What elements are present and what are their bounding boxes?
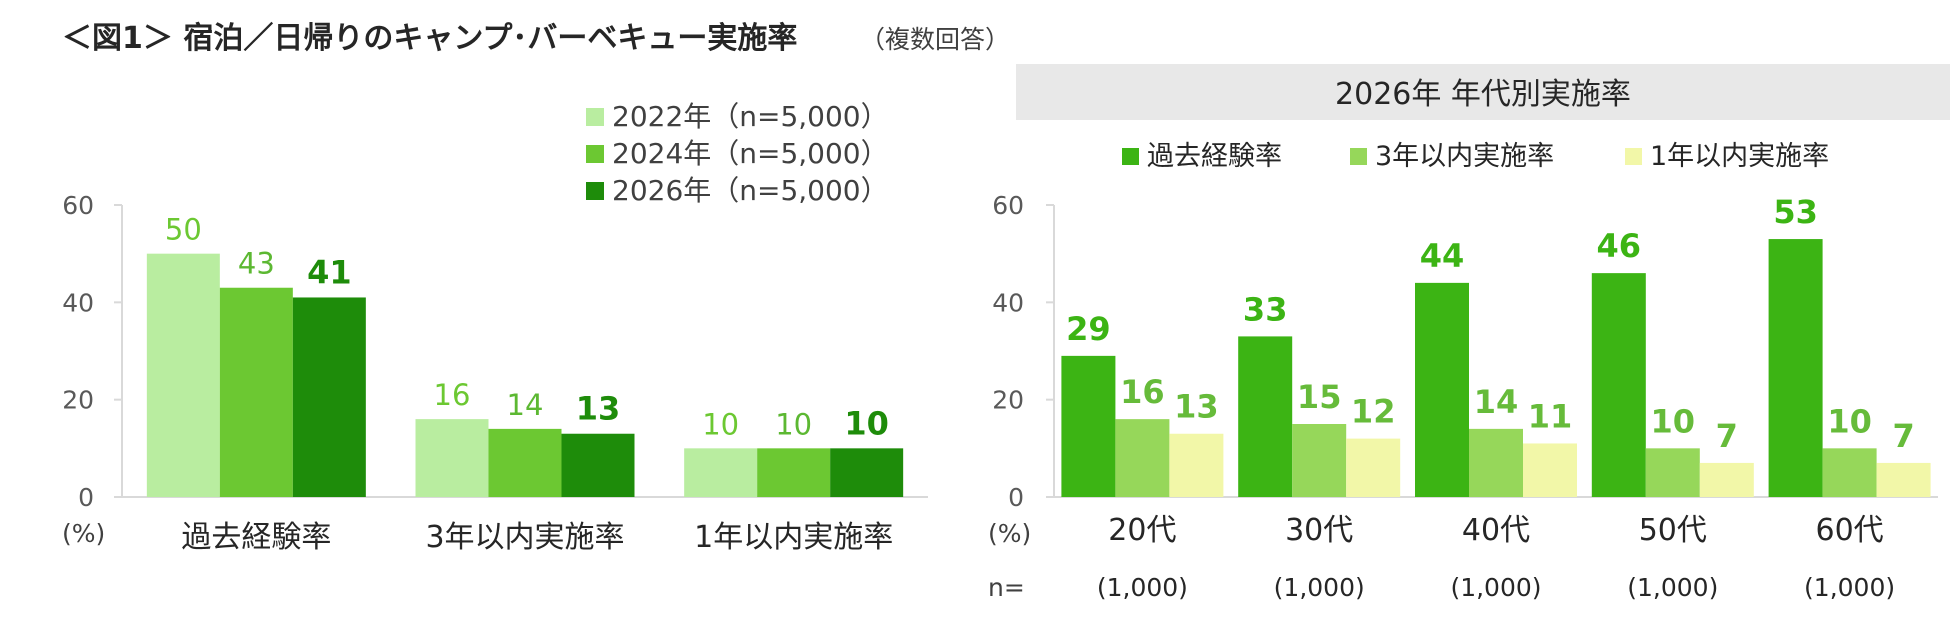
left-data-label: 43: [238, 247, 275, 281]
overall-implementation-chart: 0 20 40 60 (%) 50 43 41 過去経験率 16 14 13 3年以内実施率 10 10 10…: [62, 100, 928, 555]
figure-title-note: （複数回答）: [860, 25, 1010, 54]
right-legend-label: 過去経験率: [1147, 141, 1282, 172]
right-bar: [1523, 443, 1577, 497]
right-bar: [1591, 273, 1646, 497]
right-bar: [1061, 355, 1116, 497]
right-n-value: (1,000): [1804, 573, 1895, 602]
right-data-label: 11: [1528, 397, 1573, 435]
left-legend-label: 2022年（n=5,000）: [612, 100, 889, 133]
right-category-label: 40代: [1462, 513, 1530, 548]
left-bar: [219, 287, 293, 497]
left-y-tick-label: 40: [62, 288, 94, 317]
right-bar: [1292, 424, 1347, 497]
left-data-label: 10: [702, 407, 739, 441]
left-category-label: 1年以内実施率: [694, 520, 893, 555]
right-n-value: (1,000): [1097, 573, 1188, 602]
left-y-tick-label: 60: [62, 191, 94, 220]
figure-title: ＜図1＞ 宿泊／日帰りのキャンプ･バーベキュー実施率: [62, 21, 797, 56]
right-legend-swatch: [1625, 148, 1642, 165]
left-category-label: 過去経験率: [181, 520, 331, 555]
left-legend-swatch: [586, 145, 604, 163]
right-data-label: 13: [1174, 388, 1219, 426]
right-bar: [1238, 336, 1293, 497]
left-bar: [488, 428, 562, 497]
right-n-value: (1,000): [1627, 573, 1718, 602]
left-bar: [292, 297, 366, 497]
left-bar: [684, 448, 758, 497]
right-bar: [1469, 428, 1523, 497]
left-legend-label: 2024年（n=5,000）: [612, 137, 889, 170]
left-bar: [757, 448, 831, 497]
right-data-label: 46: [1597, 227, 1642, 265]
right-category-label: 50代: [1639, 513, 1707, 548]
right-bar: [1645, 448, 1700, 497]
right-chart-title: 2026年 年代別実施率: [1335, 77, 1631, 112]
right-data-label: 12: [1351, 393, 1396, 431]
right-legend-swatch: [1350, 148, 1367, 165]
left-category-label: 3年以内実施率: [425, 520, 624, 555]
right-data-label: 7: [1716, 417, 1738, 455]
right-y-tick-label: 0: [1008, 483, 1024, 512]
right-bar: [1699, 462, 1754, 497]
left-legend-swatch: [586, 108, 604, 126]
right-data-label: 7: [1892, 417, 1914, 455]
right-data-label: 10: [1651, 402, 1696, 440]
left-legend-swatch: [586, 182, 604, 200]
right-data-label: 15: [1297, 378, 1342, 416]
right-n-label: n=: [988, 573, 1025, 602]
left-data-label: 10: [775, 407, 812, 441]
right-bar: [1876, 462, 1931, 497]
left-y-tick-label: 0: [78, 483, 94, 512]
right-bar: [1415, 282, 1469, 497]
right-data-label: 16: [1120, 373, 1165, 411]
right-title-band: [1016, 64, 1950, 120]
right-category-label: 60代: [1816, 513, 1884, 548]
left-data-label: 13: [576, 390, 621, 428]
right-data-label: 44: [1420, 237, 1465, 275]
right-data-label: 14: [1474, 383, 1519, 421]
left-bar: [830, 448, 904, 497]
left-data-label: 50: [165, 213, 202, 247]
right-legend-label: 3年以内実施率: [1375, 141, 1554, 172]
right-n-value: (1,000): [1450, 573, 1541, 602]
right-data-label: 33: [1243, 290, 1288, 328]
right-data-label: 29: [1066, 310, 1111, 348]
right-y-tick-label: 60: [992, 191, 1024, 220]
left-data-label: 41: [307, 253, 352, 291]
right-y-unit: (%): [988, 519, 1031, 548]
right-category-label: 20代: [1108, 513, 1176, 548]
right-data-label: 10: [1827, 402, 1872, 440]
right-y-tick-label: 20: [992, 386, 1024, 415]
right-bar: [1115, 419, 1170, 497]
right-bar: [1169, 433, 1224, 497]
left-y-unit: (%): [62, 519, 105, 548]
right-bar: [1768, 239, 1823, 498]
left-data-label: 14: [507, 388, 544, 422]
left-y-tick-label: 20: [62, 386, 94, 415]
left-legend-label: 2026年（n=5,000）: [612, 174, 889, 207]
right-category-label: 30代: [1285, 513, 1353, 548]
left-data-label: 10: [844, 404, 889, 442]
left-bar: [415, 419, 489, 497]
right-y-tick-label: 40: [992, 288, 1024, 317]
right-n-value: (1,000): [1274, 573, 1365, 602]
right-bar: [1346, 438, 1401, 497]
right-legend-label: 1年以内実施率: [1650, 141, 1829, 172]
left-bar: [561, 433, 635, 497]
right-bar: [1822, 448, 1877, 497]
left-data-label: 16: [434, 378, 471, 412]
right-legend-swatch: [1122, 148, 1139, 165]
left-bar: [146, 253, 220, 497]
right-data-label: 53: [1773, 193, 1818, 231]
